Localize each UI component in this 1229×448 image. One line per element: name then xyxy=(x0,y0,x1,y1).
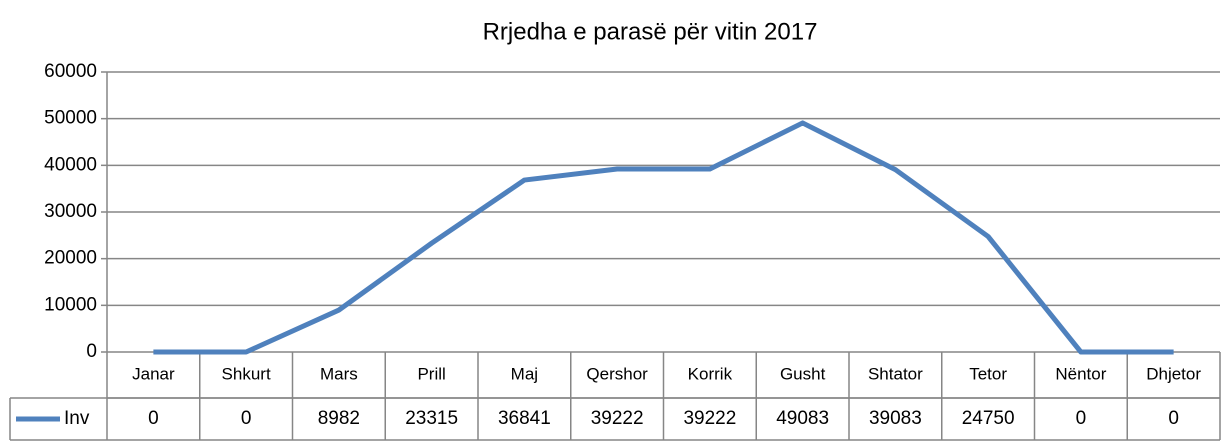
table-value: 8982 xyxy=(318,408,360,429)
x-tick-label: Dhjetor xyxy=(1146,364,1201,383)
table-value: 0 xyxy=(1076,408,1087,429)
legend-label: Inv xyxy=(64,408,90,429)
table-value: 39222 xyxy=(591,408,644,429)
table-value: 24750 xyxy=(962,408,1015,429)
x-tick-label: Nëntor xyxy=(1055,364,1106,383)
x-tick-label: Janar xyxy=(132,364,175,383)
x-tick-label: Mars xyxy=(320,364,358,383)
x-tick-label: Tetor xyxy=(969,364,1007,383)
x-tick-label: Shtator xyxy=(868,364,923,383)
y-tick-label: 20000 xyxy=(44,248,97,269)
y-tick-label: 60000 xyxy=(44,61,97,82)
table-value: 0 xyxy=(241,408,252,429)
y-tick-label: 30000 xyxy=(44,201,97,222)
x-tick-label: Korrik xyxy=(688,364,733,383)
y-tick-label: 0 xyxy=(86,341,97,362)
table-value: 49083 xyxy=(776,408,829,429)
chart-title: Rrjedha e parasë për vitin 2017 xyxy=(483,18,818,45)
x-tick-label: Maj xyxy=(511,364,538,383)
line-series xyxy=(153,120,1174,355)
table-value: 0 xyxy=(1168,408,1179,429)
table-value: 23315 xyxy=(405,408,458,429)
table-value: 0 xyxy=(148,408,159,429)
x-tick-label: Gusht xyxy=(780,364,826,383)
y-tick-label: 40000 xyxy=(44,154,97,175)
x-tick-label: Prill xyxy=(417,364,445,383)
y-tick-label: 50000 xyxy=(44,108,97,129)
table-value: 39222 xyxy=(683,408,736,429)
table-value: 36841 xyxy=(498,408,551,429)
x-tick-label: Qershor xyxy=(586,364,648,383)
x-tick-label: Shkurt xyxy=(222,364,271,383)
table-value: 39083 xyxy=(869,408,922,429)
y-tick-label: 10000 xyxy=(44,294,97,315)
